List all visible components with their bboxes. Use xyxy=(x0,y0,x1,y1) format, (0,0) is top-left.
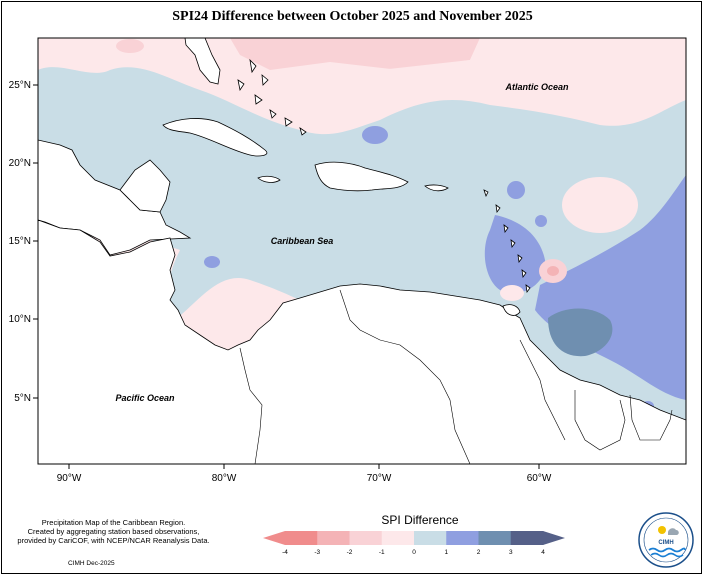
legend-swatch xyxy=(446,531,479,545)
cloud-icon xyxy=(668,528,679,535)
credit-line: Created by aggregating station based obs… xyxy=(27,527,200,536)
legend-arrow-low xyxy=(263,531,285,545)
land-lesser-antilles xyxy=(483,189,531,294)
lat-label-20n: 20°N xyxy=(9,158,31,169)
spi-patch-positive xyxy=(362,126,388,144)
land-trinidad xyxy=(502,304,521,316)
ocean-label-atlantic: Atlantic Ocean xyxy=(504,82,569,92)
border-line xyxy=(339,289,471,464)
legend-tick-label: -4 xyxy=(282,549,288,556)
lat-label-10n: 10°N xyxy=(9,314,31,325)
land-bahamas xyxy=(237,58,307,136)
border-line xyxy=(574,390,626,451)
spi-patch-positive xyxy=(535,175,686,400)
legend-tick-label: -1 xyxy=(379,549,385,556)
land-yucatan xyxy=(119,159,171,213)
lon-label-90w: 90°W xyxy=(57,473,82,484)
spi-patch-negative xyxy=(380,38,686,112)
spi-patch-positive xyxy=(535,215,547,227)
wave-icon xyxy=(650,552,684,558)
spi-patch-negative xyxy=(562,177,638,233)
land-jamaica xyxy=(257,175,281,183)
plot-border xyxy=(37,37,687,465)
legend-tick-label: 0 xyxy=(412,549,416,556)
credit-line: provided by CariCOF, with NCEP/NCAR Rean… xyxy=(17,536,210,545)
legend-swatch xyxy=(381,531,415,545)
legend-tick-label: 4 xyxy=(541,549,545,556)
ocean-label-caribbean: Caribbean Sea xyxy=(271,236,334,246)
spi-patch-positive xyxy=(484,215,546,294)
legend-swatch xyxy=(478,531,512,545)
land-puerto-rico xyxy=(424,184,449,192)
country-borders xyxy=(239,289,673,464)
credit-text: Precipitation Map of the Caribbean Regio… xyxy=(6,518,221,545)
wave-icon xyxy=(648,547,686,553)
land-florida xyxy=(184,38,221,85)
lon-axis: 90°W 80°W 70°W 60°W xyxy=(57,464,552,484)
legend-swatch xyxy=(285,531,318,545)
ocean-label-pacific: Pacific Ocean xyxy=(115,393,175,403)
land-masses xyxy=(38,38,686,464)
lat-label-5n: 5°N xyxy=(14,393,31,404)
credit-line: Precipitation Map of the Caribbean Regio… xyxy=(41,518,186,527)
border-line xyxy=(519,339,566,441)
border-line xyxy=(239,347,263,464)
legend-title: SPI Difference xyxy=(381,513,459,527)
lat-axis: 25°N 20°N 15°N 10°N 5°N xyxy=(9,80,38,404)
logo-text: CIMH xyxy=(658,540,673,546)
legend-tick-label: 2 xyxy=(477,549,481,556)
spi-patch-positive xyxy=(507,181,525,199)
legend-swatch xyxy=(317,531,350,545)
spi-patch-negative xyxy=(230,38,480,70)
legend-swatch xyxy=(349,531,383,545)
legend-tick-label: -2 xyxy=(347,549,353,556)
lat-label-15n: 15°N xyxy=(9,236,31,247)
legend-colorbar: -4 -3 -2 -1 0 1 2 3 4 xyxy=(263,531,565,556)
legend-swatch xyxy=(414,531,447,545)
land-south-central-america xyxy=(38,219,686,464)
lon-label-70w: 70°W xyxy=(367,473,392,484)
logo-inner-ring xyxy=(643,517,689,563)
map-title: SPI24 Difference between October 2025 an… xyxy=(172,9,533,24)
spi-patch-negative xyxy=(547,266,559,276)
legend-arrow-high xyxy=(543,531,565,545)
legend-tick-label: 3 xyxy=(509,549,513,556)
cimh-logo-icon: CIMH xyxy=(638,512,694,568)
legend-tick-label: 1 xyxy=(444,549,448,556)
spi-patch-strong-positive xyxy=(548,308,613,357)
border-line xyxy=(629,394,673,441)
lon-label-80w: 80°W xyxy=(212,473,237,484)
credit-date: CIMH Dec-2025 xyxy=(68,560,115,567)
spi-patch-negative xyxy=(116,39,144,53)
land-hispaniola xyxy=(314,161,409,192)
legend-tick-label: -3 xyxy=(314,549,320,556)
legend-swatch xyxy=(510,531,544,545)
lon-label-60w: 60°W xyxy=(527,473,552,484)
lat-label-25n: 25°N xyxy=(9,80,31,91)
land-cuba xyxy=(162,118,268,157)
spi-field xyxy=(38,38,686,464)
sun-icon xyxy=(658,526,666,534)
spi-patch-positive xyxy=(204,256,220,268)
spi-patch-negative xyxy=(500,285,524,301)
